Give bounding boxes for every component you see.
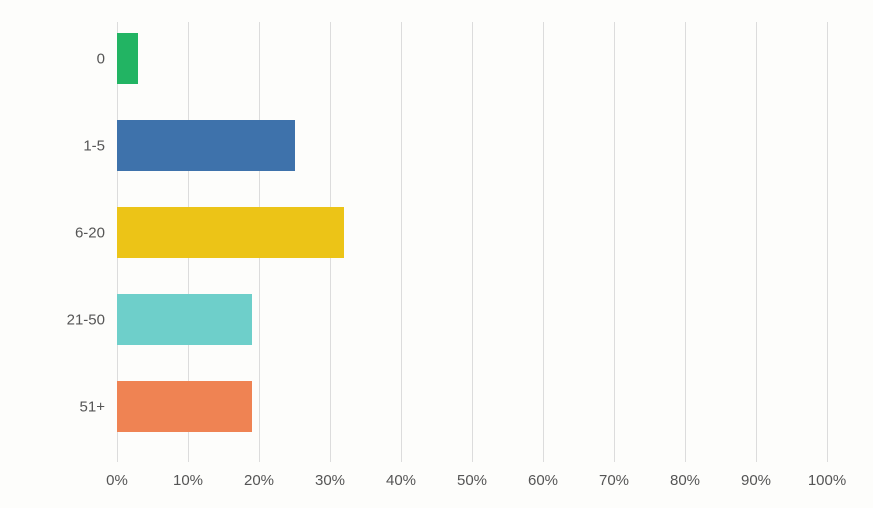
gridline: [614, 22, 615, 462]
gridline: [543, 22, 544, 462]
x-tick-label: 80%: [670, 472, 700, 489]
gridline: [685, 22, 686, 462]
x-tick-label: 90%: [741, 472, 771, 489]
bar: [117, 381, 252, 432]
bar: [117, 33, 138, 84]
gridline: [401, 22, 402, 462]
x-tick-label: 70%: [599, 472, 629, 489]
plot-area: [117, 22, 827, 462]
x-tick-label: 40%: [386, 472, 416, 489]
gridline: [756, 22, 757, 462]
x-tick-label: 20%: [244, 472, 274, 489]
y-tick-label: 51+: [0, 398, 105, 415]
x-tick-label: 0%: [106, 472, 128, 489]
y-tick-label: 6-20: [0, 224, 105, 241]
horizontal-bar-chart: 0 1-5 6-20 21-50 51+ 0% 10% 20% 30% 40% 50% 60% 70%…: [0, 0, 873, 508]
y-tick-label: 21-50: [0, 311, 105, 328]
bar: [117, 120, 295, 171]
x-tick-label: 50%: [457, 472, 487, 489]
x-tick-label: 60%: [528, 472, 558, 489]
x-tick-label: 100%: [808, 472, 846, 489]
bar: [117, 294, 252, 345]
y-tick-label: 1-5: [0, 137, 105, 154]
y-tick-label: 0: [0, 50, 105, 67]
x-tick-label: 30%: [315, 472, 345, 489]
bar: [117, 207, 344, 258]
x-tick-label: 10%: [173, 472, 203, 489]
gridline: [827, 22, 828, 462]
gridline: [472, 22, 473, 462]
